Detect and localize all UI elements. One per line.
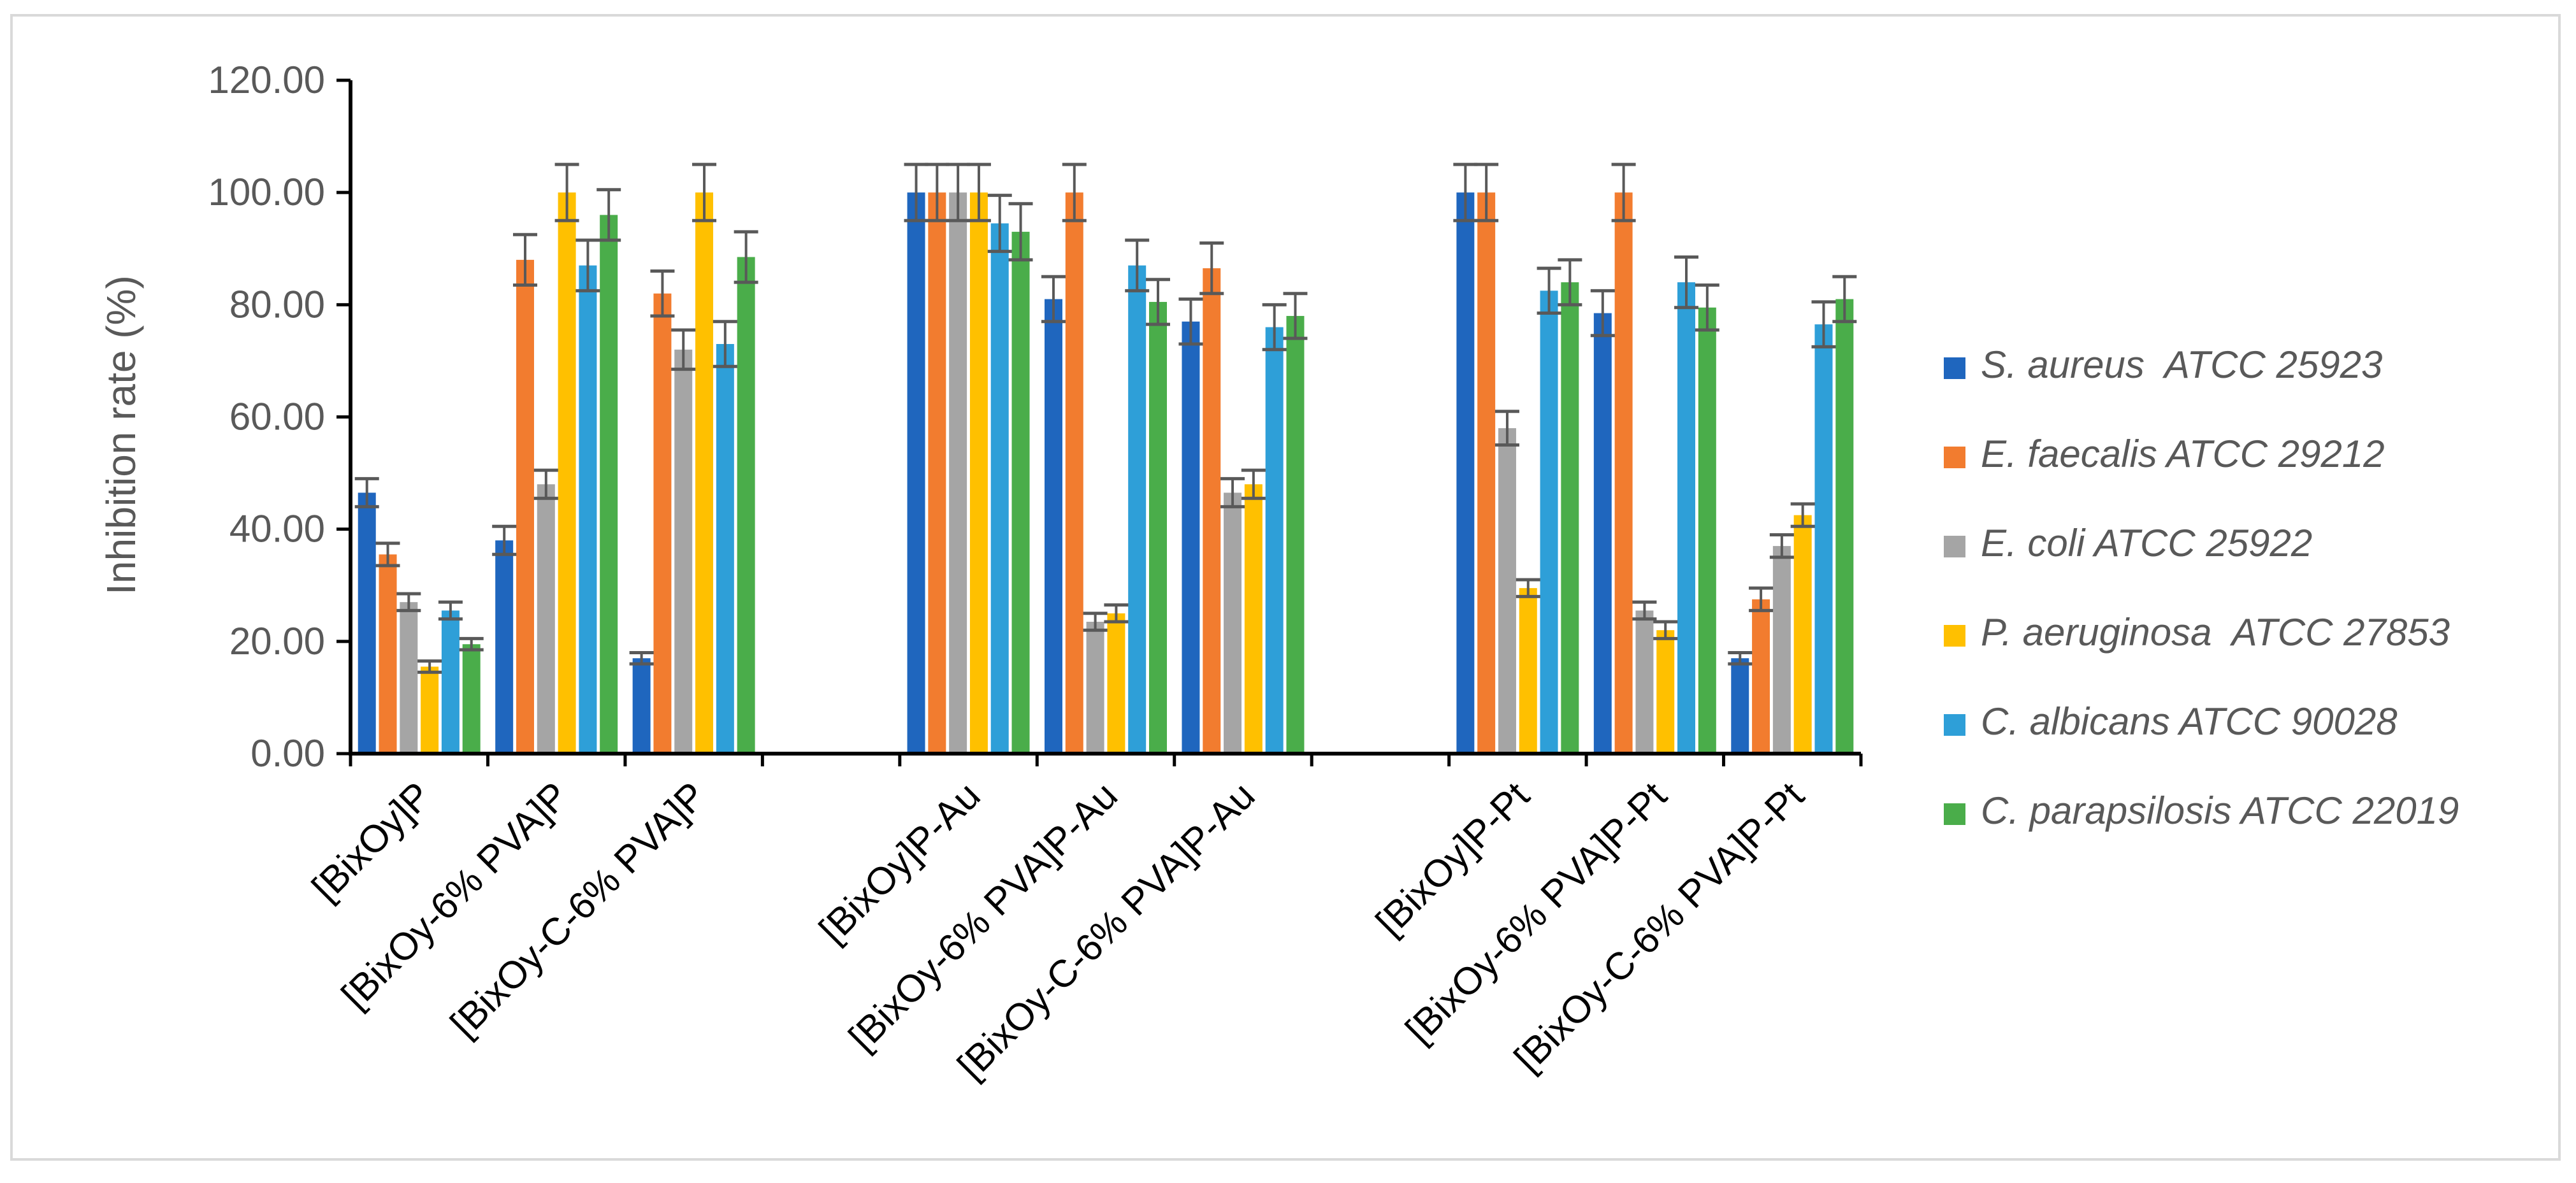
legend-swatch — [1944, 536, 1965, 557]
bar-s0-c0 — [358, 492, 376, 754]
bar-s3-c1 — [558, 192, 576, 754]
bar-s1-c8 — [1477, 192, 1496, 754]
bar-s0-c2 — [632, 658, 651, 754]
bar-s4-c4 — [990, 223, 1009, 754]
bar-s1-c9 — [1614, 192, 1633, 754]
bar-s3-c2 — [695, 192, 714, 754]
legend-label: E. faecalis ATCC 29212 — [1981, 433, 2385, 475]
legend: S. aureus ATCC 25923 E. faecalis ATCC 292… — [1944, 343, 2459, 832]
bar-s4-c6 — [1265, 327, 1284, 754]
bar-s5-c10 — [1835, 299, 1854, 754]
bar-s5-c9 — [1698, 307, 1716, 754]
y-tick-labels: 0.00 20.00 40.00 60.00 80.00 100.00 120.00 — [208, 59, 325, 775]
bar-s3-c5 — [1107, 613, 1125, 754]
category-label: [BixOy]P — [304, 774, 439, 909]
error-bars-layer — [354, 162, 1857, 674]
bar-s1-c0 — [379, 554, 397, 754]
bar-s2-c0 — [400, 602, 418, 754]
bar-s4-c0 — [441, 610, 459, 754]
bars-layer — [358, 192, 1854, 754]
bar-s1-c6 — [1203, 268, 1221, 754]
bar-s4-c8 — [1540, 290, 1558, 754]
bar-s5-c4 — [1011, 231, 1030, 754]
category-labels: [BixOy]P[BixOy-6% PVA]P[BixOy-C-6% PVA]P… — [304, 774, 1813, 1087]
bar-s5-c2 — [737, 257, 755, 754]
bar-s2-c10 — [1772, 546, 1791, 754]
category-label: [BixOy-6% PVA]P-Pt — [1397, 774, 1675, 1052]
legend-swatch — [1944, 625, 1965, 647]
y-tick-label: 100.00 — [208, 171, 325, 213]
bar-s2-c8 — [1498, 428, 1516, 754]
bar-s3-c0 — [421, 666, 439, 754]
bar-s3-c4 — [969, 192, 988, 754]
legend-label: C. albicans ATCC 90028 — [1981, 700, 2398, 743]
bar-s0-c5 — [1045, 299, 1062, 754]
bar-s0-c9 — [1593, 313, 1612, 754]
axes-layer — [336, 78, 1863, 766]
legend-swatch — [1944, 447, 1965, 468]
bar-s2-c9 — [1635, 610, 1654, 754]
bar-s2-c2 — [674, 349, 693, 754]
chart-frame: 0.00 20.00 40.00 60.00 80.00 100.00 120.00 [Bi… — [10, 14, 2561, 1161]
legend-label: E. coli ATCC 25922 — [1981, 522, 2312, 564]
bar-s0-c8 — [1456, 192, 1475, 754]
chart-svg: 0.00 20.00 40.00 60.00 80.00 100.00 120.00 [Bi… — [98, 59, 2459, 1087]
legend-label: C. parapsilosis ATCC 22019 — [1981, 789, 2459, 832]
bar-s2-c6 — [1224, 492, 1242, 754]
bar-s5-c8 — [1561, 282, 1579, 754]
legend-swatch — [1944, 714, 1965, 736]
bar-s3-c8 — [1519, 588, 1537, 754]
bar-s5-c0 — [462, 644, 481, 754]
bar-s1-c1 — [516, 259, 534, 754]
category-label: [BixOy-6% PVA]P — [333, 774, 576, 1017]
category-label: [BixOy-6% PVA]P-Au — [841, 774, 1125, 1059]
bar-s4-c5 — [1128, 265, 1147, 754]
y-tick-label: 40.00 — [229, 508, 325, 550]
bar-s5-c5 — [1149, 301, 1167, 754]
y-tick-label: 120.00 — [208, 59, 325, 101]
bar-s2-c4 — [949, 192, 967, 754]
bar-s3-c9 — [1656, 630, 1675, 754]
bar-s1-c5 — [1065, 192, 1083, 754]
bar-s2-c5 — [1086, 622, 1104, 754]
legend-swatch — [1944, 357, 1965, 379]
bar-s2-c1 — [537, 484, 555, 754]
legend-swatch — [1944, 803, 1965, 825]
bar-s4-c1 — [579, 265, 597, 754]
y-tick-label: 60.00 — [229, 396, 325, 438]
bar-s1-c4 — [928, 192, 946, 754]
y-tick-label: 20.00 — [229, 620, 325, 663]
legend-label: P. aeruginosa ATCC 27853 — [1981, 611, 2450, 654]
bar-s1-c2 — [653, 293, 672, 754]
bar-s3-c10 — [1793, 515, 1812, 754]
bar-s5-c1 — [600, 215, 618, 754]
bar-s4-c10 — [1814, 324, 1833, 754]
y-tick-label: 0.00 — [250, 732, 325, 775]
legend-label: S. aureus ATCC 25923 — [1981, 343, 2382, 386]
bar-s5-c6 — [1286, 315, 1305, 754]
bar-s4-c9 — [1677, 282, 1696, 754]
category-label: [BixOy-C-6% PVA]P — [442, 774, 714, 1045]
bar-s3-c6 — [1244, 484, 1263, 754]
bar-s4-c2 — [716, 343, 734, 754]
bar-s0-c6 — [1182, 321, 1200, 754]
y-axis-title: Inhibition rate (%) — [98, 275, 144, 595]
y-tick-label: 80.00 — [229, 283, 325, 326]
bar-s0-c1 — [495, 540, 514, 754]
bar-s0-c10 — [1731, 658, 1749, 754]
bar-s0-c4 — [907, 192, 925, 754]
bar-s1-c10 — [1752, 599, 1770, 754]
